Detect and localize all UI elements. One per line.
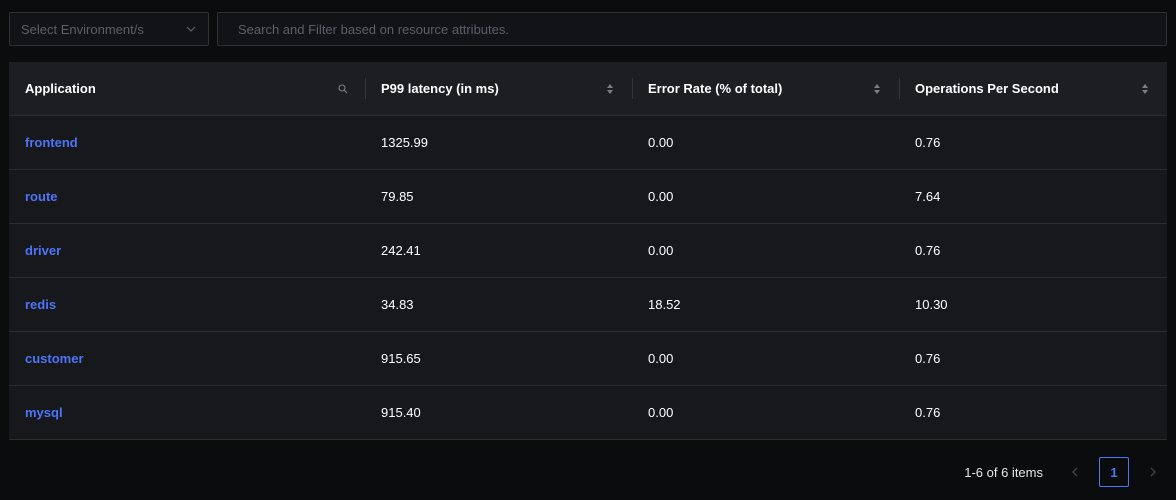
cell-error-rate: 0.00 (632, 385, 899, 440)
cell-application: customer (9, 331, 365, 386)
application-link[interactable]: customer (25, 351, 84, 366)
chevron-down-icon (185, 23, 197, 35)
cell-application: mysql (9, 385, 365, 440)
column-header-label: Application (25, 81, 96, 96)
cell-error-rate: 18.52 (632, 277, 899, 332)
application-link[interactable]: driver (25, 243, 62, 258)
environment-select[interactable]: Select Environment/s (9, 12, 209, 46)
pagination: 1-6 of 6 items 1 (964, 456, 1163, 488)
cell-operations-per-second: 0.76 (899, 385, 1167, 440)
search-icon[interactable] (337, 82, 349, 96)
cell-error-rate: 0.00 (632, 223, 899, 278)
resource-search (217, 12, 1167, 46)
cell-p99-latency: 1325.99 (365, 115, 632, 170)
table-header-row: Application P99 latency (in ms) (9, 62, 1167, 116)
cell-application: frontend (9, 115, 365, 170)
application-link[interactable]: route (25, 189, 58, 204)
filter-bar: Select Environment/s (9, 12, 1167, 46)
sort-icon[interactable] (604, 82, 616, 96)
column-header-label: Error Rate (% of total) (648, 81, 783, 96)
column-header-label: Operations Per Second (915, 81, 1059, 96)
cell-operations-per-second: 7.64 (899, 169, 1167, 224)
services-table: Application P99 latency (in ms) (9, 62, 1167, 440)
column-header-label: P99 latency (in ms) (381, 81, 499, 96)
application-link[interactable]: mysql (25, 405, 63, 420)
column-header-error-rate[interactable]: Error Rate (% of total) (632, 62, 899, 116)
cell-p99-latency: 915.40 (365, 385, 632, 440)
table-row: mysql 915.40 0.00 0.76 (9, 385, 1167, 440)
cell-operations-per-second: 0.76 (899, 223, 1167, 278)
services-table-container: Application P99 latency (in ms) (9, 62, 1167, 440)
column-header-operations-per-second[interactable]: Operations Per Second (899, 62, 1167, 116)
chevron-right-icon[interactable] (1143, 456, 1163, 488)
cell-operations-per-second: 0.76 (899, 331, 1167, 386)
table-row: frontend 1325.99 0.00 0.76 (9, 115, 1167, 170)
cell-application: route (9, 169, 365, 224)
cell-error-rate: 0.00 (632, 169, 899, 224)
cell-error-rate: 0.00 (632, 331, 899, 386)
application-link[interactable]: frontend (25, 135, 78, 150)
page-button-current[interactable]: 1 (1099, 457, 1129, 487)
cell-application: redis (9, 277, 365, 332)
column-header-application: Application (9, 62, 365, 116)
table-row: driver 242.41 0.00 0.76 (9, 223, 1167, 278)
sort-icon[interactable] (871, 82, 883, 96)
resource-search-input[interactable] (236, 20, 1148, 38)
column-header-p99-latency[interactable]: P99 latency (in ms) (365, 62, 632, 116)
application-link[interactable]: redis (25, 297, 57, 312)
cell-p99-latency: 915.65 (365, 331, 632, 386)
table-row: route 79.85 0.00 7.64 (9, 169, 1167, 224)
cell-p99-latency: 79.85 (365, 169, 632, 224)
cell-error-rate: 0.00 (632, 115, 899, 170)
cell-application: driver (9, 223, 365, 278)
sort-icon[interactable] (1139, 82, 1151, 96)
cell-p99-latency: 34.83 (365, 277, 632, 332)
cell-p99-latency: 242.41 (365, 223, 632, 278)
cell-operations-per-second: 0.76 (899, 115, 1167, 170)
chevron-left-icon[interactable] (1065, 456, 1085, 488)
table-row: redis 34.83 18.52 10.30 (9, 277, 1167, 332)
pagination-total: 1-6 of 6 items (964, 464, 1043, 480)
environment-select-placeholder: Select Environment/s (21, 21, 144, 37)
table-row: customer 915.65 0.00 0.76 (9, 331, 1167, 386)
cell-operations-per-second: 10.30 (899, 277, 1167, 332)
